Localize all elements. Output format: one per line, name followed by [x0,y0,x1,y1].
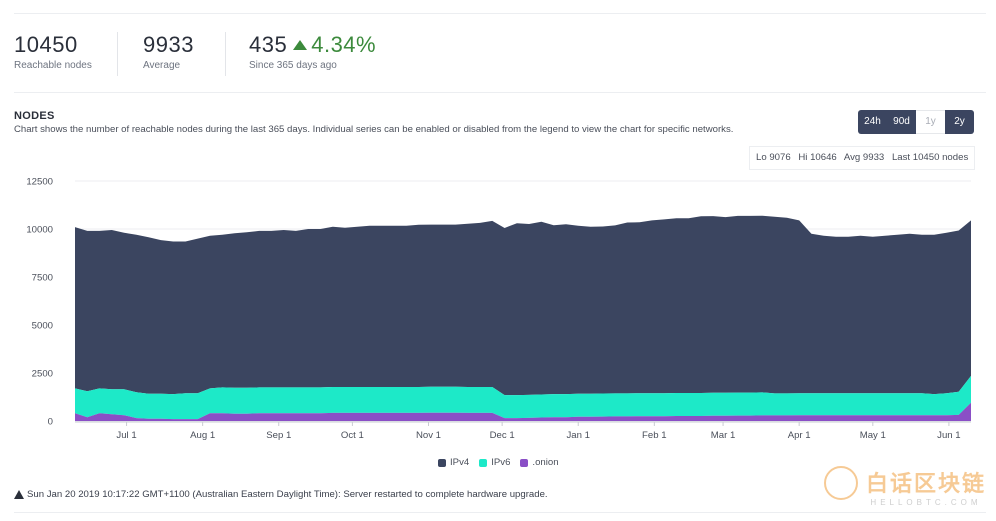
series-area-ipv4 [75,215,971,396]
x-tick-label: Sep 1 [266,430,291,441]
watermark-sub: HELLOBTC.COM [870,498,982,507]
x-tick-label: Aug 1 [190,430,215,441]
x-tick-label: May 1 [860,430,886,441]
summary-last: Last 10450 nodes [891,152,969,163]
range-2y-button[interactable]: 2y [945,110,974,134]
section-divider [14,92,986,93]
y-tick-label: 5000 [32,321,53,332]
x-tick-label: Jun 1 [937,430,960,441]
x-tick-label: Jul 1 [116,430,136,441]
x-tick-label: Nov 1 [416,430,441,441]
x-tick-label: Mar 1 [711,430,736,441]
legend-label: .onion [532,457,559,468]
stat-divider [117,32,118,76]
section-title: NODES [14,110,55,122]
y-tick-label: 7500 [32,273,53,284]
series-area-onion [75,402,971,421]
range-90d-button[interactable]: 90d [887,110,916,134]
stat-change: 435 4.34% Since 365 days ago [249,32,376,71]
watermark-main: 白话区块链 [865,471,986,496]
y-tick-label: 2500 [32,369,53,380]
x-tick-label: Jan 1 [566,430,589,441]
section-description: Chart shows the number of reachable node… [14,124,734,135]
stat-label: Average [143,60,181,71]
warning-icon [14,490,24,499]
stat-value: 435 4.34% [249,32,376,58]
notice-text: Sun Jan 20 2019 10:17:22 GMT+1100 (Austr… [27,489,548,500]
stat-label: Since 365 days ago [249,60,337,71]
summary-hi: Hi 10646 [798,152,837,163]
stat-average: 9933 Average [143,32,194,71]
y-tick-label: 10000 [26,225,53,236]
stat-label: Reachable nodes [14,60,92,71]
legend-label: IPv6 [491,457,511,468]
legend-swatch [479,458,488,467]
bottom-divider [14,512,986,513]
nodes-chart: 0 2500 5000 7500 10000 12500 Jul 1 Aug 1 Sep 1 Oc… [26,177,971,441]
stat-value: 9933 [143,32,194,57]
range-selector: 24h 90d 1y 2y [858,110,974,134]
legend-swatch [520,458,529,467]
stat-value: 10450 [14,32,78,57]
watermark: 白话区块链 HELLOBTC.COM [823,466,986,507]
legend-swatch [438,458,446,467]
chart-summary: Lo 9076 Hi 10646 Avg 9933 Last 10450 nod… [749,146,976,170]
legend-label: IPv4 [450,457,470,468]
y-tick-label: 0 [48,417,53,428]
range-1y-button[interactable]: 1y [916,110,945,134]
server-notice: Sun Jan 20 2019 10:17:22 GMT+1100 (Austr… [14,489,548,500]
summary-lo: Lo 9076 [756,152,791,163]
legend-item-onion[interactable]: .onion [520,457,559,468]
series-area-ipv6 [75,375,971,420]
watermark-logo-icon [823,466,858,500]
stat-reachable-nodes: 10450 Reachable nodes [14,32,92,71]
x-tick-label: Dec 1 [490,430,515,441]
change-percent: 4.34% [311,32,377,57]
chart-legend: IPv4 IPv6 .onion [438,457,559,468]
summary-avg: Avg 9933 [843,152,885,163]
stat-divider [225,32,226,76]
change-value: 435 [249,32,288,57]
x-tick-label: Feb 1 [642,430,667,441]
legend-item-ipv4[interactable]: IPv4 [438,457,469,468]
x-tick-label: Oct 1 [341,430,364,441]
top-divider [14,13,986,14]
y-tick-label: 12500 [26,177,53,188]
range-24h-button[interactable]: 24h [858,110,887,134]
up-arrow-icon [293,39,308,50]
legend-item-ipv6[interactable]: IPv6 [479,457,510,468]
x-tick-label: Apr 1 [788,430,811,441]
